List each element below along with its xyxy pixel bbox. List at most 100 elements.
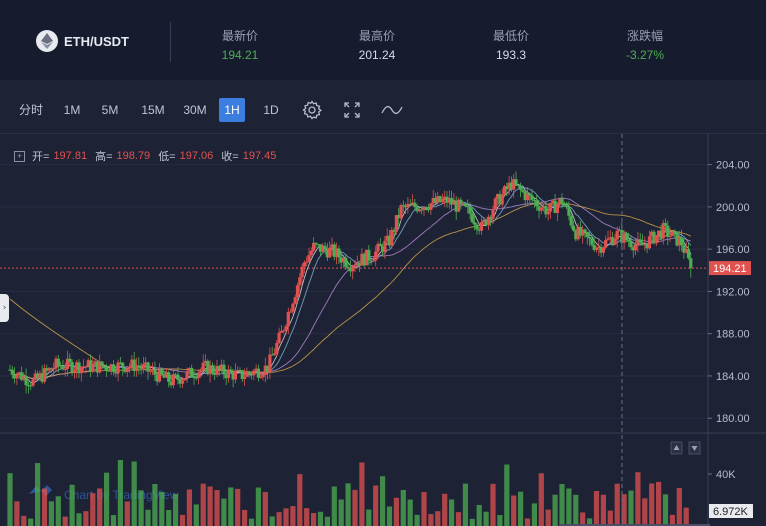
candle-body (107, 370, 111, 372)
last-price-tag: 194.21 (709, 261, 751, 276)
candle-body (489, 216, 493, 219)
volume-last-tag: 6.972K (709, 504, 753, 518)
candle-body (183, 378, 187, 381)
legend-toggle-icon[interactable]: + (14, 150, 25, 162)
volume-bar (166, 509, 172, 526)
candle-body (199, 369, 203, 373)
volume-bar (331, 486, 337, 526)
candlestick-chart[interactable]: 204.00 200.00 196.00 192.00 188.00 184.00 180.… (0, 134, 766, 526)
candle-body (187, 367, 191, 372)
volume-bar (580, 512, 586, 526)
last-price-tag-bg (709, 261, 751, 276)
candle-body (36, 373, 40, 379)
candle-body (169, 381, 173, 386)
volume-bar (117, 459, 123, 526)
volume-bar (173, 493, 179, 526)
volume-bar (545, 509, 551, 526)
volume-bar (635, 472, 641, 526)
candle-body (468, 206, 472, 214)
candle-body (224, 374, 228, 379)
candle-body (636, 239, 640, 245)
candle-body (470, 213, 474, 223)
candle-body (613, 239, 617, 245)
candle-body (105, 366, 109, 371)
candle-body (496, 194, 500, 199)
volume-bar (593, 491, 600, 526)
candle-body (617, 230, 622, 232)
candle-body (682, 245, 686, 253)
candle-body (19, 372, 24, 380)
candle-body (167, 372, 171, 382)
gear-icon[interactable] (300, 98, 324, 122)
candle-body (190, 367, 194, 378)
candle-body (463, 203, 467, 207)
candle-body (686, 249, 691, 259)
candle-body (86, 360, 90, 367)
candle-body (24, 376, 28, 386)
candle-body (599, 246, 603, 253)
candle-body (590, 238, 594, 245)
candle-body (134, 365, 139, 372)
volume-bar (476, 504, 482, 526)
time-scrollbar[interactable] (560, 524, 710, 526)
candle-body (118, 362, 122, 364)
volume-bar (35, 463, 41, 526)
volume-bar (62, 516, 68, 526)
fullscreen-icon[interactable] (340, 98, 364, 122)
candle-body (70, 362, 74, 373)
candle-body (247, 372, 251, 374)
open-label: 开= (32, 151, 50, 163)
volume-bar (607, 510, 613, 526)
candle-body (114, 371, 118, 374)
candle-body (116, 362, 120, 374)
volume-bar (538, 473, 544, 526)
volume-bar (304, 508, 310, 526)
chart-area[interactable]: + 开= 197.81 高= 198.79 低= 197.06 收= 197.45 20… (0, 133, 766, 526)
candle-body (123, 367, 127, 372)
candle-body (486, 216, 490, 226)
candle-body (565, 206, 569, 208)
volume-bar (531, 503, 537, 526)
candle-body (668, 235, 672, 237)
indicator-icon[interactable] (380, 98, 404, 122)
volume-bar (242, 509, 248, 526)
candle-body (440, 199, 444, 203)
candle-body (558, 198, 562, 205)
candle-body (109, 364, 113, 372)
candle-body (63, 368, 67, 370)
panel-move-up-button[interactable] (670, 441, 683, 455)
volume-bar (428, 514, 434, 526)
panel-close-button[interactable] (688, 441, 701, 455)
interval-tab-timeline[interactable]: 分时 (18, 103, 43, 117)
candle-body (153, 369, 157, 375)
volume-bar (490, 483, 496, 526)
low-label: 低= (158, 151, 176, 163)
candle-body (643, 244, 647, 246)
interval-tab-1d[interactable]: 1D (263, 103, 279, 117)
interval-tab-30m[interactable]: 30M (183, 103, 207, 117)
candle-body (569, 215, 573, 226)
candle-body (383, 240, 387, 253)
interval-tab-5m[interactable]: 5M (101, 103, 119, 117)
interval-tab-1m[interactable]: 1M (63, 103, 81, 117)
stat-value: 193.3 (495, 48, 527, 62)
volume-bar (469, 518, 475, 526)
volume-bar (69, 484, 75, 526)
candle-body (316, 244, 320, 246)
volume-bar (497, 515, 503, 526)
stat-high-price: 最高价 201.24 (349, 27, 405, 62)
candle-body (611, 237, 615, 245)
volume-bar (248, 518, 255, 526)
volume-bar (628, 490, 634, 526)
candle-body (61, 366, 65, 370)
interval-tab-1h[interactable]: 1H (219, 98, 245, 122)
candle-body (629, 241, 633, 248)
candle-body (358, 262, 362, 266)
interval-tab-15m[interactable]: 15M (141, 103, 165, 117)
candle-body (266, 365, 270, 373)
candle-body (535, 200, 539, 207)
side-panel-handle[interactable]: › (0, 294, 9, 322)
candle-body (164, 372, 168, 378)
pair-selector[interactable]: ETH/USDT (36, 30, 129, 52)
price-axis[interactable]: 204.00 200.00 196.00 192.00 188.00 184.00 180.… (708, 160, 750, 426)
